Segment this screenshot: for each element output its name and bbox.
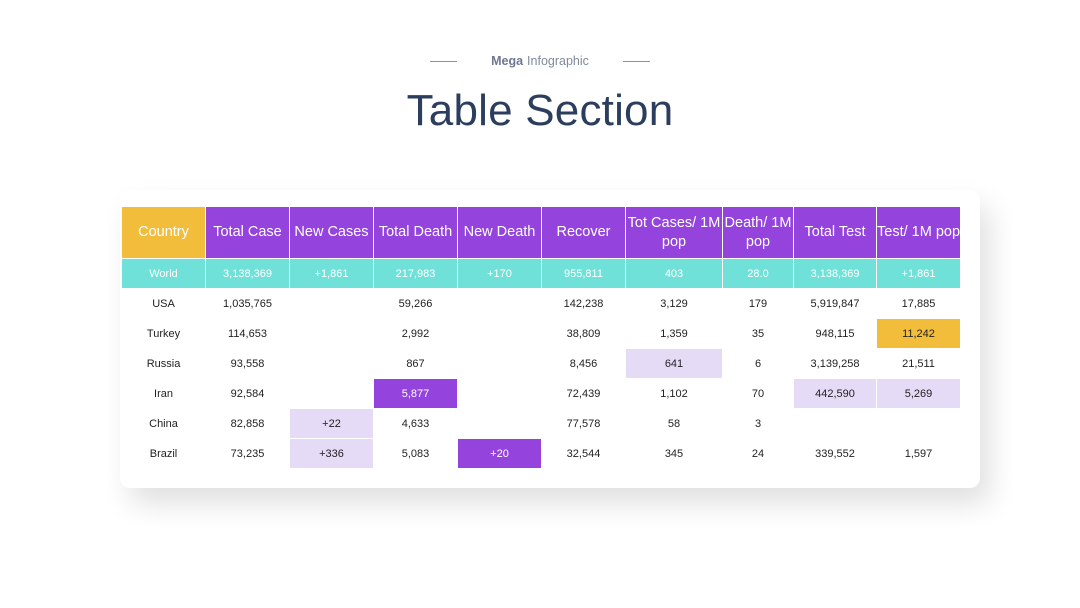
table-cell: 17,885 <box>877 288 960 318</box>
table-cell <box>290 378 373 408</box>
col-header-new-cases: New Cases <box>290 207 373 258</box>
table-cell: 32,544 <box>542 438 625 468</box>
highlighted-cell: 641 <box>626 348 722 378</box>
highlighted-cell: 5,269 <box>877 378 960 408</box>
col-header-country: Country <box>122 207 205 258</box>
col-header-total-test: Total Test <box>794 207 876 258</box>
table-cell <box>290 348 373 378</box>
highlighted-cell: +20 <box>458 438 541 468</box>
table-cell: 114,653 <box>206 318 289 348</box>
table-cell: 21,511 <box>877 348 960 378</box>
col-header-new-death: New Death <box>458 207 541 258</box>
table-cell: 3,138,369 <box>794 258 876 288</box>
table-cell: 142,238 <box>542 288 625 318</box>
table-cell: 179 <box>723 288 793 318</box>
table-cell <box>458 318 541 348</box>
table-cell: 8,456 <box>542 348 625 378</box>
table-cell: 403 <box>626 258 722 288</box>
data-table: Country Total Case New Cases Total Death… <box>121 207 961 468</box>
table-row: USA 1,035,765 59,266 142,238 3,129 179 5… <box>122 288 960 318</box>
table-cell: World <box>122 258 205 288</box>
table-cell: 339,552 <box>794 438 876 468</box>
highlighted-cell: +336 <box>290 438 373 468</box>
table-cell: +1,861 <box>290 258 373 288</box>
table-cell: 345 <box>626 438 722 468</box>
table-row: Russia 93,558 867 8,456 641 6 3,139,258 … <box>122 348 960 378</box>
col-header-total-case: Total Case <box>206 207 289 258</box>
table-cell: 217,983 <box>374 258 457 288</box>
col-header-death-per-1m: Death/ 1M pop <box>723 207 793 258</box>
table-cell: 93,558 <box>206 348 289 378</box>
col-header-test-per-1m: Test/ 1M pop <box>877 207 960 258</box>
table-cell: 3 <box>723 408 793 438</box>
table-row: China 82,858 +22 4,633 77,578 58 3 <box>122 408 960 438</box>
table-cell: 72,439 <box>542 378 625 408</box>
table-cell: +170 <box>458 258 541 288</box>
table-cell: 1,035,765 <box>206 288 289 318</box>
eyebrow-brand: Mega <box>491 54 524 68</box>
col-header-recover: Recover <box>542 207 625 258</box>
table-header-row: Country Total Case New Cases Total Death… <box>122 207 960 258</box>
table-cell <box>290 318 373 348</box>
eyebrow-line-left <box>430 60 458 62</box>
col-header-total-death: Total Death <box>374 207 457 258</box>
table-cell: 4,633 <box>374 408 457 438</box>
table-cell: 5,083 <box>374 438 457 468</box>
table-cell: Turkey <box>122 318 205 348</box>
table-cell: 955,811 <box>542 258 625 288</box>
table-cell <box>458 288 541 318</box>
table-row: Brazil 73,235 +336 5,083 +20 32,544 345 … <box>122 438 960 468</box>
table-cell: 28.0 <box>723 258 793 288</box>
table-cell: 6 <box>723 348 793 378</box>
table-cell <box>877 408 960 438</box>
highlighted-cell: 11,242 <box>877 318 960 348</box>
table-cell: 1,102 <box>626 378 722 408</box>
highlighted-cell: 442,590 <box>794 378 876 408</box>
table-cell: 77,578 <box>542 408 625 438</box>
table-cell: 3,138,369 <box>206 258 289 288</box>
table-cell: 24 <box>723 438 793 468</box>
table-cell: China <box>122 408 205 438</box>
table-cell: Iran <box>122 378 205 408</box>
table-row: Turkey 114,653 2,992 38,809 1,359 35 948… <box>122 318 960 348</box>
table-row: Iran 92,584 5,877 72,439 1,102 70 442,59… <box>122 378 960 408</box>
table-cell <box>290 288 373 318</box>
table-cell: 38,809 <box>542 318 625 348</box>
table-cell: 5,919,847 <box>794 288 876 318</box>
table-cell <box>794 408 876 438</box>
eyebrow-text: Infographic <box>527 54 589 68</box>
table-cell <box>458 408 541 438</box>
table-cell: 73,235 <box>206 438 289 468</box>
table-cell: 1,359 <box>626 318 722 348</box>
table-cell: 82,858 <box>206 408 289 438</box>
table-cell: 3,139,258 <box>794 348 876 378</box>
eyebrow-line-right <box>622 60 650 62</box>
table-cell: 1,597 <box>877 438 960 468</box>
table-cell: 92,584 <box>206 378 289 408</box>
table-cell: 867 <box>374 348 457 378</box>
table-cell: 2,992 <box>374 318 457 348</box>
table-cell <box>458 348 541 378</box>
page-title: Table Section <box>406 86 674 135</box>
table-cell: Brazil <box>122 438 205 468</box>
table-cell: USA <box>122 288 205 318</box>
world-row: World 3,138,369 +1,861 217,983 +170 955,… <box>122 258 960 288</box>
table-cell: 70 <box>723 378 793 408</box>
table-cell: Russia <box>122 348 205 378</box>
table-cell: 35 <box>723 318 793 348</box>
eyebrow: Mega Infographic <box>0 54 1080 68</box>
table-cell: 59,266 <box>374 288 457 318</box>
col-header-tot-cases-per-1m: Tot Cases/ 1M pop <box>626 207 722 258</box>
table-cell: 3,129 <box>626 288 722 318</box>
table-cell <box>458 378 541 408</box>
highlighted-cell: +22 <box>290 408 373 438</box>
table-cell: 58 <box>626 408 722 438</box>
highlighted-cell: 5,877 <box>374 378 457 408</box>
table-cell: 948,115 <box>794 318 876 348</box>
table-cell: +1,861 <box>877 258 960 288</box>
